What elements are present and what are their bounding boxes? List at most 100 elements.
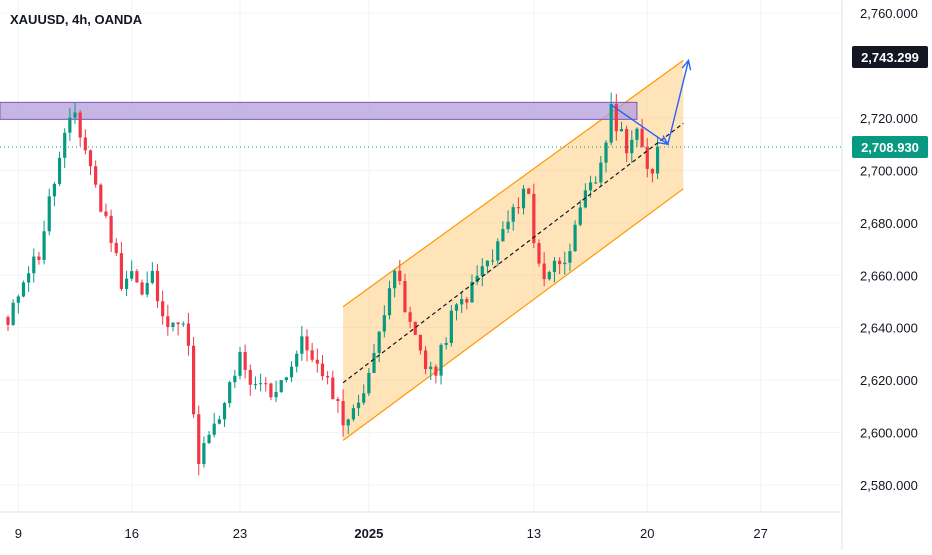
candle-body	[434, 366, 438, 376]
price-badge	[852, 46, 928, 69]
candle-body	[197, 414, 201, 465]
candle-body	[269, 383, 273, 398]
candle-body	[259, 383, 263, 385]
candle-body	[609, 103, 613, 143]
candle-body	[326, 376, 330, 378]
candle-body	[264, 383, 268, 385]
candle-body	[161, 301, 165, 317]
candle-body	[614, 103, 618, 132]
candle-body	[588, 182, 593, 191]
candle-body	[552, 260, 557, 273]
candle-body	[423, 350, 428, 370]
candle-body	[362, 393, 366, 403]
candle-body	[547, 272, 551, 280]
candle-body	[599, 162, 603, 183]
candle-body	[449, 310, 453, 343]
candle-body	[166, 316, 170, 327]
candle-body	[408, 312, 412, 322]
y-tick-label: 2,760.000	[860, 6, 918, 21]
candle-body	[150, 270, 154, 283]
candle-body	[284, 377, 288, 381]
candle-body	[377, 331, 381, 353]
candle-body	[558, 260, 562, 265]
candle-body	[372, 352, 376, 373]
candle-body	[130, 271, 134, 279]
candle-body	[496, 241, 500, 261]
candle-body	[94, 166, 98, 185]
candle-body	[454, 304, 459, 311]
candle-body	[532, 193, 536, 244]
x-tick-label: 16	[124, 526, 138, 541]
y-tick-label: 2,660.000	[860, 268, 918, 283]
candle-body	[578, 207, 582, 225]
candle-body	[32, 256, 36, 274]
candle-body	[460, 299, 464, 305]
x-tick-label: 13	[527, 526, 541, 541]
candle-body	[413, 321, 417, 335]
candle-body	[155, 270, 160, 302]
candle-body	[619, 128, 624, 132]
candle-body	[439, 344, 443, 376]
candle-body	[650, 168, 655, 174]
supply-zone	[0, 101, 638, 120]
candle-body	[315, 359, 319, 364]
candle-body	[52, 183, 56, 197]
candle-body	[274, 392, 278, 398]
candle-body	[228, 382, 232, 404]
candle-body	[207, 434, 211, 444]
candle-body	[295, 353, 299, 367]
candle-body	[202, 443, 206, 465]
candle-body	[186, 323, 191, 346]
x-tick-label: 2025	[354, 526, 383, 541]
candle-body	[83, 137, 87, 151]
candle-body	[176, 322, 180, 325]
candle-body	[124, 278, 129, 289]
candle-body	[465, 299, 469, 303]
candle-body	[470, 281, 474, 303]
candle-body	[444, 342, 448, 345]
candle-body	[57, 157, 62, 184]
candle-body	[382, 315, 386, 332]
candle-body	[645, 146, 649, 169]
channel-midline	[342, 122, 684, 384]
candle-body	[604, 142, 608, 163]
candle-body	[655, 146, 660, 174]
candle-body	[104, 211, 108, 216]
candle-body	[351, 408, 356, 420]
candle-body	[109, 215, 113, 243]
y-tick-label: 2,680.000	[860, 216, 918, 231]
price-badge	[852, 136, 928, 159]
candle-body	[475, 275, 479, 282]
candle-body	[47, 196, 51, 232]
candle-body	[398, 270, 402, 282]
candle-body	[429, 366, 433, 370]
candle-body	[37, 256, 41, 260]
candle-body	[6, 317, 10, 325]
candle-body	[331, 377, 335, 400]
x-tick-label: 23	[233, 526, 247, 541]
candle-body	[542, 263, 546, 280]
candle-body	[387, 288, 392, 316]
chart-title: XAUUSD, 4h, OANDA	[10, 12, 143, 27]
candle-body	[212, 423, 216, 435]
annotations-front	[342, 58, 692, 384]
candle-body	[506, 221, 510, 230]
candle-body	[480, 266, 484, 276]
candle-body	[521, 188, 526, 209]
candle-body	[630, 139, 634, 154]
candle-body	[279, 380, 283, 393]
price-badge-label: 2,708.930	[861, 140, 919, 155]
candle-body	[485, 260, 490, 267]
candle-body	[305, 336, 309, 351]
candle-body	[336, 399, 340, 401]
candle-body	[563, 262, 567, 265]
candle-body	[99, 184, 103, 212]
x-tick-label: 20	[640, 526, 654, 541]
candle-body	[243, 352, 247, 370]
candle-body	[346, 419, 350, 426]
candle-body	[63, 132, 67, 158]
candle-body	[145, 282, 149, 295]
candle-body	[238, 352, 242, 376]
